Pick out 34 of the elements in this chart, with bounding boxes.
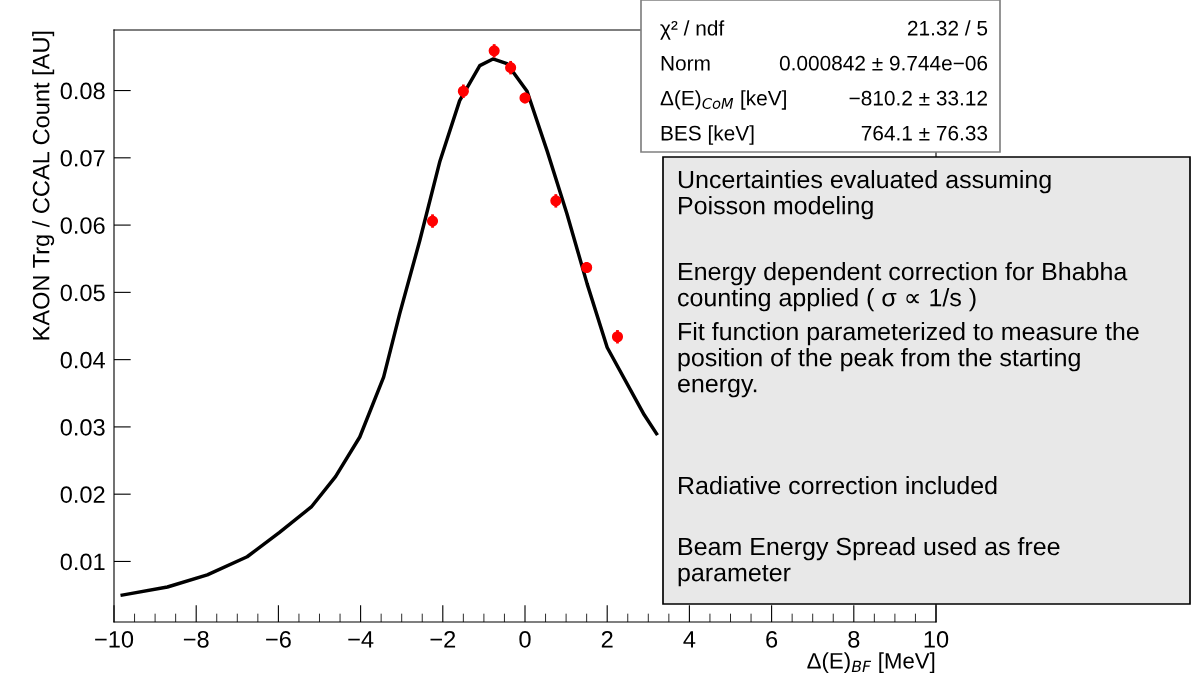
y-tick-label: 0.03 <box>60 418 105 436</box>
annotation: BES [keV] <box>661 125 754 145</box>
x-tick-label: −6 <box>266 630 291 648</box>
y-tick-label: 0.07 <box>60 149 105 167</box>
x-tick-label: −2 <box>430 630 456 648</box>
annotation: χ² / ndf <box>660 20 725 40</box>
annotation: Norm <box>661 56 710 71</box>
annotation: Fit function parameterized to measure the position of the peak from the starting energy. <box>678 322 1139 398</box>
y-tick-label: 0.04 <box>60 351 105 369</box>
annotation: −810.2 ± 33.12 <box>849 90 987 106</box>
annotation: Radiative correction included <box>679 476 997 495</box>
x-tick-label: −10 <box>95 630 134 648</box>
x-tick-label: −8 <box>183 630 209 648</box>
x-tick-label: 8 <box>848 630 860 648</box>
x-tick-label: −4 <box>348 631 374 648</box>
y-axis-title: KAON Trg / CCAL Count [AU] <box>32 31 55 340</box>
y-tick-label: 0.08 <box>60 82 105 100</box>
y-tick-label: 0.05 <box>60 284 105 302</box>
annotation: Beam Energy Spread used as free parameter <box>678 537 1060 587</box>
x-axis-title: Δ(E)$_{BF}$ [MeV] <box>807 652 935 674</box>
x-tick-label: 6 <box>766 630 778 648</box>
annotation: 21.32 / 5 <box>907 20 988 36</box>
y-tick-label: 0.01 <box>60 553 105 571</box>
annotation: 0.000842 ± 9.744e−06 <box>779 55 988 71</box>
y-tick-label: 0.02 <box>60 486 105 503</box>
y-tick-label: 0.06 <box>60 217 105 234</box>
annotation: Energy dependent correction for Bhabha counting applied ( σ ∝ 1/s ) <box>678 262 1128 312</box>
annotation: 764.1 ± 76.33 <box>861 125 988 141</box>
x-tick-label: 0 <box>519 630 531 648</box>
x-tick-label: 10 <box>924 630 949 648</box>
annotation: Uncertainties evaluated assuming Poisson modeling <box>678 170 1051 220</box>
x-tick-label: 4 <box>683 631 696 648</box>
annotation: Δ(E)$_{CoM}$ [keV] <box>660 90 786 110</box>
x-tick-label: 2 <box>601 630 613 648</box>
